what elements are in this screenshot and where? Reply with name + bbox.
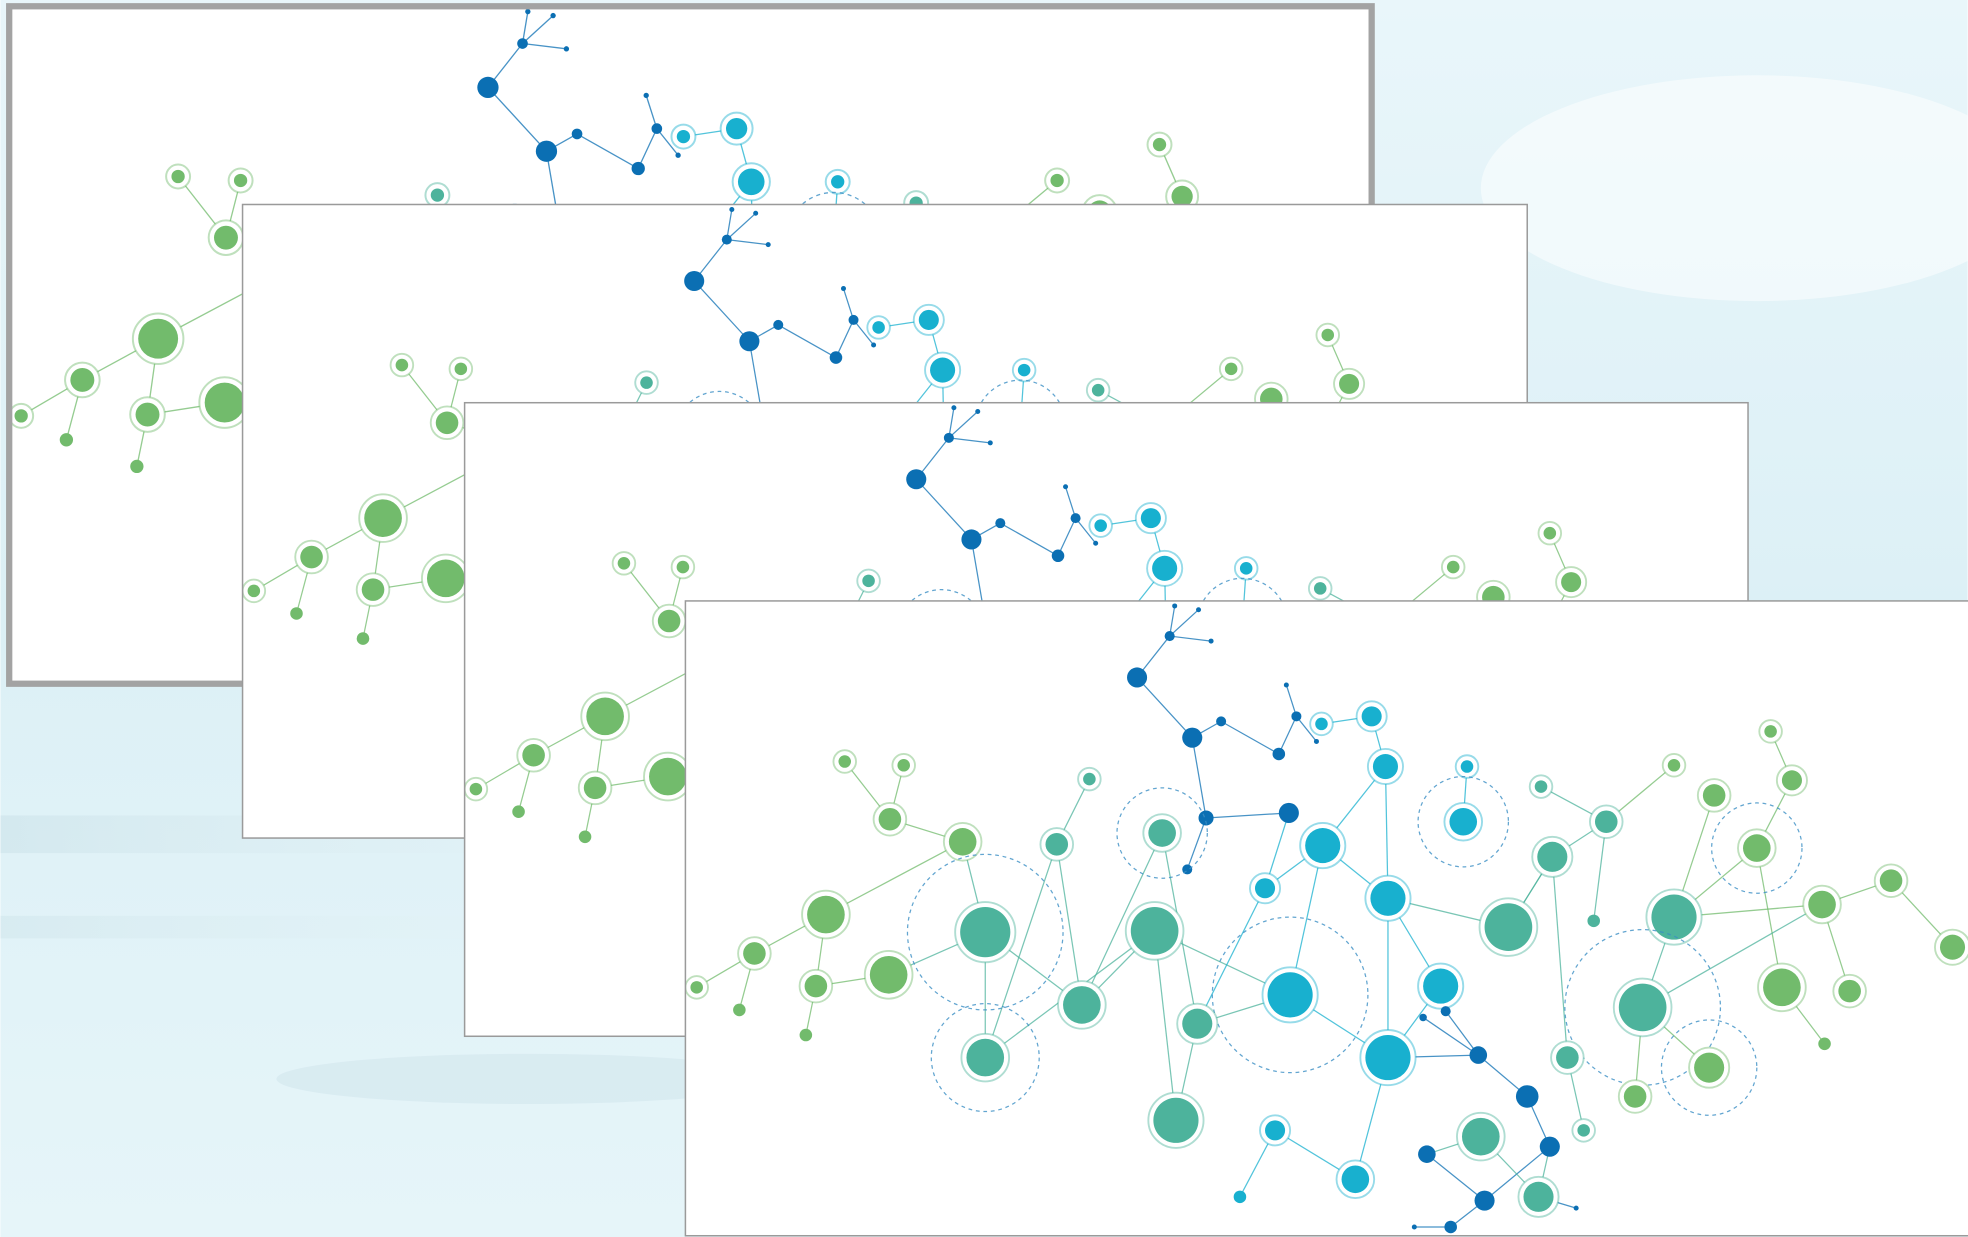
- page: {} html, body { margin: 0; padding: 0; w…: [0, 0, 1968, 1237]
- slide-background: [685, 601, 1968, 1236]
- slide-4: [685, 601, 1968, 1236]
- body: (() => { const data = JSON.parse(documen…: [0, 0, 1968, 1237]
- screen: [0, 0, 1968, 1237]
